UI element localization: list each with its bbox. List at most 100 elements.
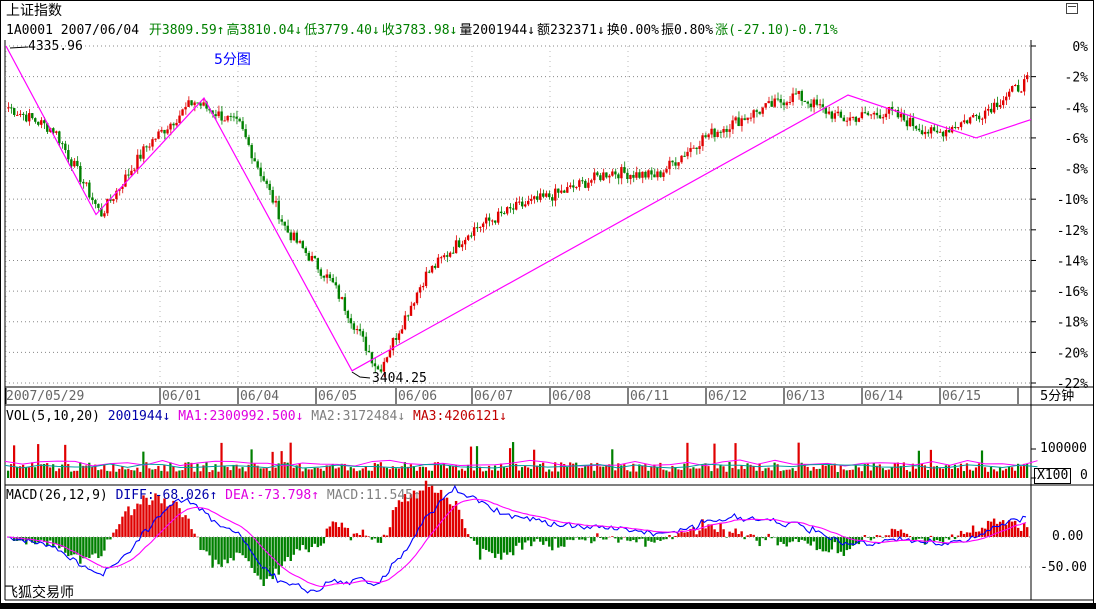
candle — [722, 129, 725, 133]
max-marker — [9, 46, 29, 49]
volume-bar — [82, 465, 85, 478]
macd-bar — [1001, 520, 1005, 537]
volume-bar — [217, 471, 220, 478]
macd-bar — [950, 534, 954, 537]
minimize-icon[interactable] — [1066, 3, 1078, 14]
volume-bar — [31, 462, 34, 478]
candle — [22, 113, 25, 115]
volume-bar — [448, 466, 452, 478]
candle — [343, 297, 347, 311]
candle — [899, 113, 903, 118]
macd-bar — [641, 537, 644, 539]
volume-bar — [845, 470, 848, 478]
volume-bar — [202, 465, 205, 478]
volume-bar — [466, 464, 470, 478]
macd-bar — [587, 537, 590, 538]
macd-bar — [1025, 527, 1029, 537]
volume-bar — [1001, 470, 1005, 478]
volume-bar — [277, 463, 280, 478]
volume-bar — [460, 468, 464, 478]
volume-bar — [103, 465, 106, 478]
macd-bar — [184, 515, 187, 537]
candle — [52, 128, 55, 133]
candle — [686, 151, 689, 157]
candle — [896, 109, 900, 118]
volume-bar — [211, 470, 214, 478]
candle — [262, 176, 265, 181]
candle — [845, 120, 849, 122]
candle — [983, 110, 987, 119]
candle — [241, 121, 244, 130]
volume-bar — [328, 465, 331, 478]
volume-bar — [644, 464, 647, 478]
volume-bar — [587, 465, 590, 478]
candle — [442, 255, 446, 258]
candle — [154, 138, 157, 140]
candle — [677, 162, 680, 166]
bottom-bar — [0, 603, 1096, 609]
volume-bar — [427, 470, 431, 478]
volume-bar — [331, 463, 334, 478]
volume-bar — [1004, 468, 1008, 478]
volume-bar — [40, 464, 43, 478]
volume-bar — [806, 466, 809, 478]
candle — [791, 93, 794, 103]
volume-bar — [478, 466, 482, 478]
volume-bar — [244, 471, 247, 478]
candle — [367, 350, 371, 353]
volume-bar — [971, 470, 975, 478]
volume-bar — [764, 468, 767, 478]
candle — [274, 200, 277, 203]
candle — [310, 255, 313, 261]
volume-bar — [169, 462, 172, 478]
volume-bar — [37, 444, 40, 478]
volume-bar — [100, 469, 103, 478]
volume-bar — [776, 464, 779, 478]
volume-bar — [61, 464, 64, 478]
macd-bar — [803, 537, 806, 541]
volume-bar — [439, 465, 443, 478]
macd-bar — [716, 531, 719, 537]
macd-bar — [665, 537, 668, 540]
macd-bar — [971, 525, 975, 537]
volume-bar — [388, 469, 391, 478]
code-date: 1A0001 2007/06/04 — [6, 23, 140, 38]
volume-bar — [800, 462, 803, 478]
macd-bar — [283, 537, 286, 562]
candle — [821, 104, 824, 107]
candle — [112, 199, 115, 201]
candle — [103, 213, 106, 217]
macd-bar — [136, 503, 139, 537]
macd-bar — [328, 526, 332, 537]
volume-bar — [968, 469, 972, 478]
volume-bar — [472, 470, 476, 478]
macd-bar — [253, 537, 256, 574]
candle — [563, 190, 566, 193]
vol-unit: X100 — [1034, 468, 1072, 484]
macd-bar — [713, 529, 716, 537]
candle — [524, 204, 527, 207]
x-axis-label: 2007/05/29 — [6, 389, 84, 404]
amount-value: 额232371↓ — [537, 23, 605, 38]
volume-bar — [794, 470, 797, 478]
candle — [292, 232, 295, 241]
volume-bar — [1019, 466, 1023, 478]
candle — [860, 112, 864, 119]
volume-bar — [782, 470, 785, 478]
volume-bar — [737, 469, 740, 478]
candle — [584, 180, 587, 188]
macd-bar — [244, 537, 247, 559]
macd-bar — [208, 537, 211, 556]
volume-bar — [481, 471, 485, 478]
candle — [695, 147, 698, 150]
volume-bar — [947, 465, 951, 478]
candle — [436, 257, 440, 268]
candle — [755, 110, 758, 112]
macd-bar — [445, 497, 449, 537]
macd-bar — [968, 532, 972, 537]
volume-bar — [187, 462, 190, 478]
macd-bar — [593, 537, 596, 542]
macd-axis-1: -50.00 — [1040, 560, 1087, 575]
macd-bar — [406, 501, 410, 537]
